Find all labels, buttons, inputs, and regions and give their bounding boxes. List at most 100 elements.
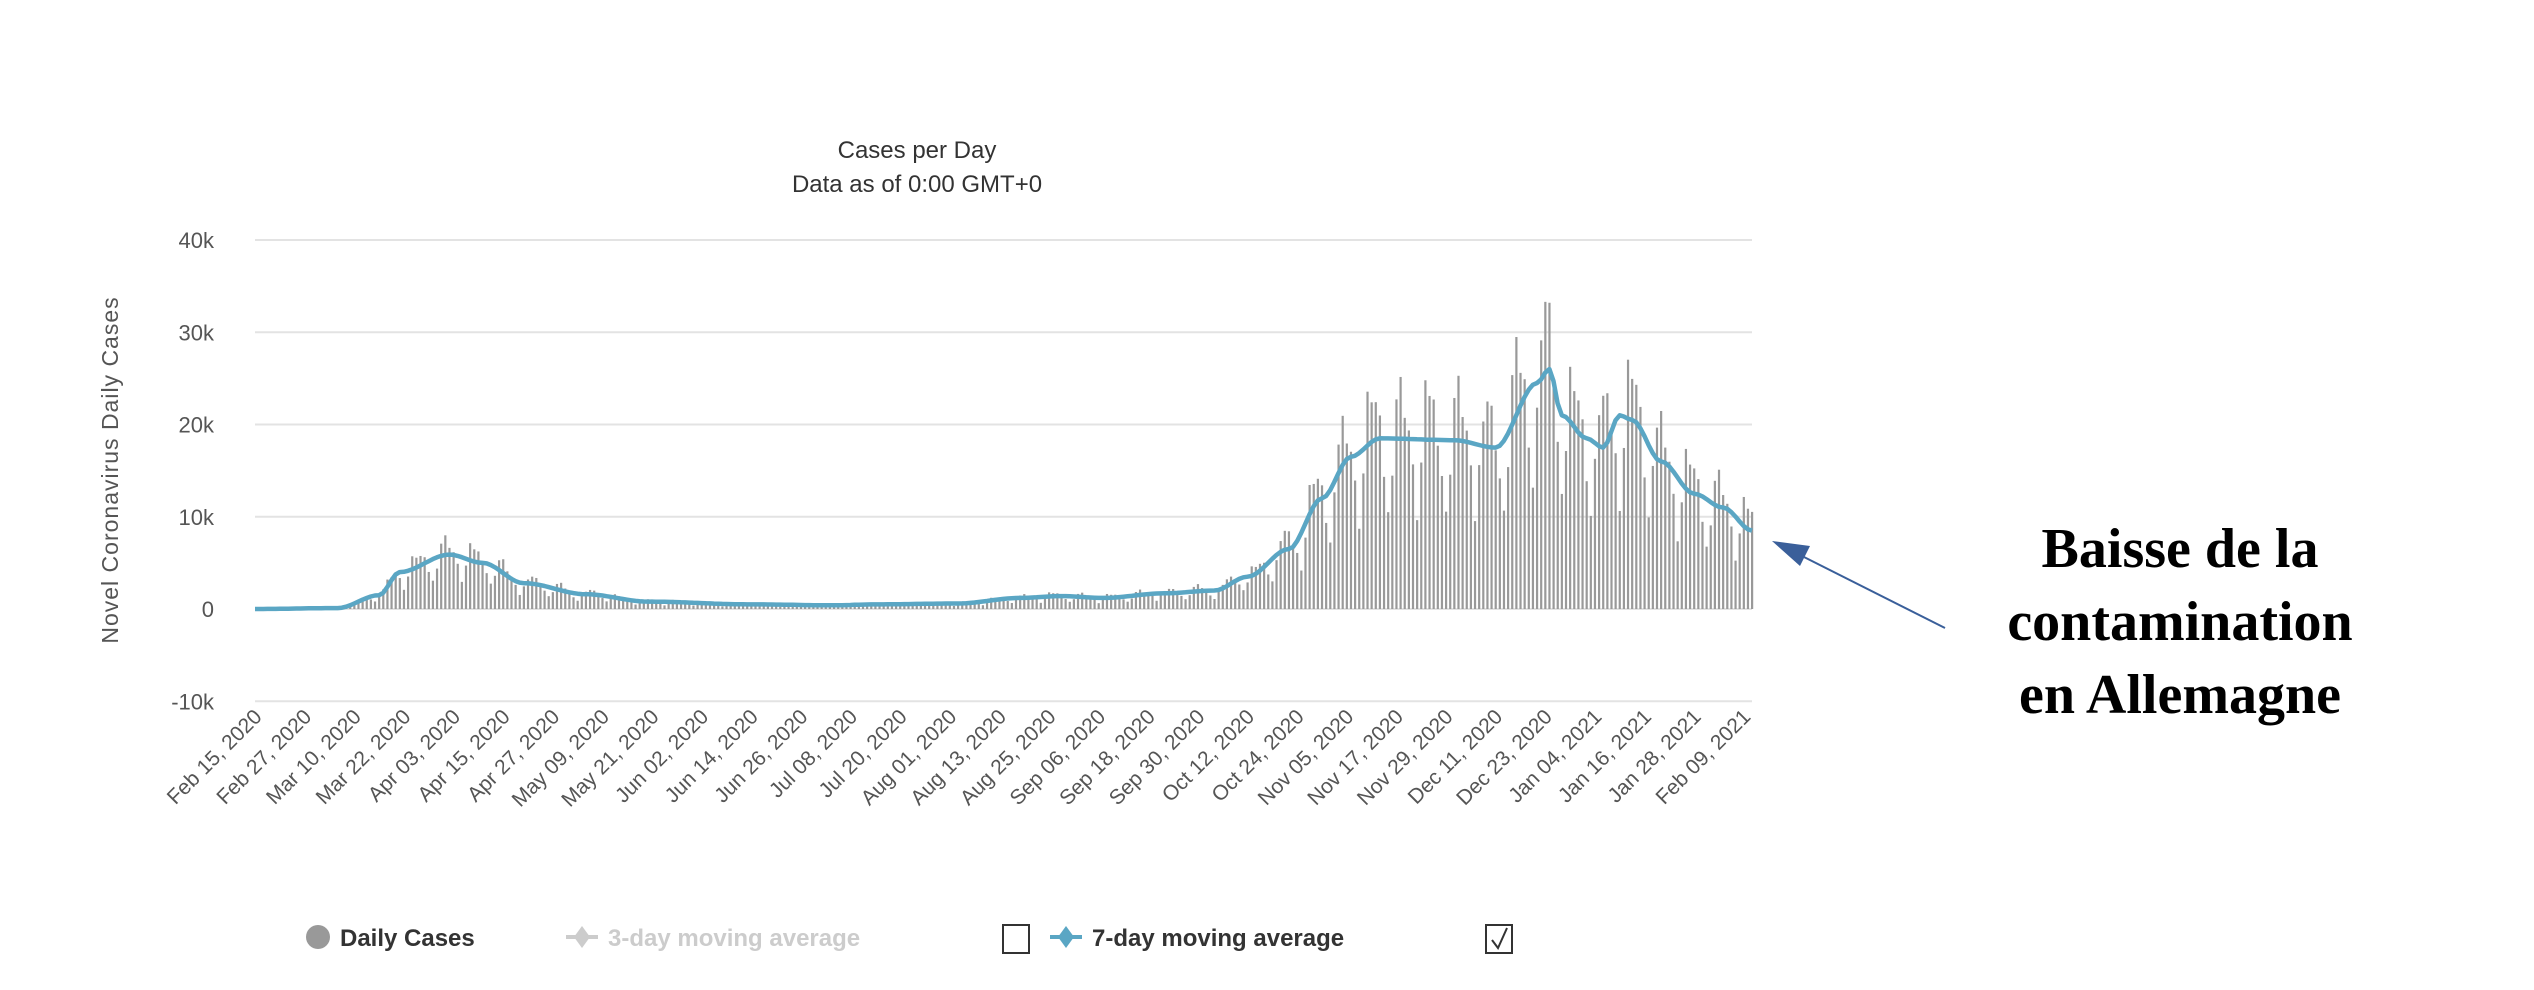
daily-cases-bar [493,575,497,609]
daily-cases-bar [1362,473,1365,609]
daily-cases-bar [1014,598,1018,609]
legend-daily-cases[interactable]: Daily Cases [306,925,475,952]
daily-cases-bar [1473,521,1477,609]
y-axis-label: Novel Coronavirus Daily Cases [97,296,123,643]
daily-cases-bar [1411,464,1415,609]
daily-cases-bar [679,600,683,609]
daily-cases-bar [696,603,699,609]
daily-cases-bar [981,605,985,609]
daily-cases-bar [402,589,406,609]
daily-cases-bar [1221,584,1224,609]
daily-cases-bar [1242,590,1245,609]
daily-cases-bar [1494,450,1497,609]
daily-cases-bar [1345,443,1348,609]
daily-cases-bar [1738,533,1741,609]
daily-cases-bar [1258,563,1262,609]
legend-label: Daily Cases [340,925,475,952]
daily-cases-bar [531,576,534,609]
daily-cases-bar [1200,588,1204,609]
daily-cases-bar [605,601,608,609]
daily-cases-bar [1643,477,1646,609]
daily-cases-bar [1089,596,1092,609]
daily-cases-bar [411,556,414,609]
daily-cases-bar [1039,602,1042,609]
daily-cases-bar [961,602,964,609]
daily-cases-bar [1684,448,1688,609]
daily-cases-bar [609,598,612,609]
daily-cases-bar [1205,589,1208,609]
daily-cases-bar [1428,395,1431,609]
daily-cases-bar [601,598,604,609]
daily-cases-bar [522,586,525,609]
daily-cases-bar [725,604,728,609]
daily-cases-bar [1626,359,1630,609]
daily-cases-bar [1333,492,1336,609]
daily-cases-bar [497,560,501,609]
daily-cases-bar [804,605,807,609]
daily-cases-bar [973,602,976,609]
daily-cases-bar [667,603,670,609]
y-tick-label: 10k [179,505,215,530]
daily-cases-bar [469,543,472,609]
daily-cases-bar [1589,515,1592,609]
daily-cases-bar [899,604,902,609]
daily-cases-bar [1436,445,1439,609]
daily-cases-bar [952,605,956,609]
daily-cases-bar [1606,393,1609,609]
daily-cases-bar [1527,447,1530,609]
checkbox-3day[interactable] [1002,924,1030,954]
daily-cases-bar [1010,602,1013,609]
daily-cases-bar [663,605,666,609]
daily-cases-bar [1250,566,1253,609]
daily-cases-bar [1498,478,1501,609]
daily-cases-bar [700,601,703,609]
daily-cases-bar [1188,595,1191,609]
daily-cases-bar [1403,417,1406,609]
daily-cases-bar [808,606,811,609]
daily-cases-bar [1697,479,1700,609]
daily-cases-bar [1138,589,1142,609]
daily-cases-bar [708,602,712,609]
daily-cases-bar [361,597,364,609]
daily-cases-bar [1134,591,1138,609]
daily-cases-bar [560,582,563,609]
daily-cases-bar [1180,595,1183,609]
daily-cases-bar [613,594,616,609]
legend-3day-average[interactable]: 3-day moving average [566,924,1030,954]
daily-cases-bar [1101,599,1104,609]
y-tick-label: 20k [179,413,215,438]
daily-cases-bar [378,596,381,609]
daily-cases-bar [1209,595,1212,609]
annotation-line: contamination [2007,591,2352,653]
daily-cases-bar [1540,340,1543,609]
daily-cases-bar [510,576,513,609]
daily-cases-bar [634,604,637,609]
daily-cases-bar [1688,464,1692,609]
daily-cases-bar [407,576,410,609]
daily-cases-bar [990,597,993,609]
daily-cases-bar [754,605,757,609]
daily-cases-bar [1316,478,1319,609]
daily-cases-bar [684,601,687,609]
checkbox-7day[interactable] [1485,924,1513,954]
daily-cases-bar [1159,595,1162,609]
daily-cases-bar [1184,599,1187,609]
legend-7day-average[interactable]: 7-day moving average [1050,924,1513,954]
y-tick-label: 40k [179,228,215,253]
daily-cases-bar [1742,496,1745,609]
daily-cases-bar [994,597,997,609]
daily-cases-bar [1511,375,1514,609]
daily-cases-bar [419,555,422,609]
daily-cases-bar [1705,546,1708,609]
daily-cases-bar [1639,406,1642,609]
daily-cases-bar [1006,601,1009,609]
daily-cases-bar [1366,391,1369,609]
daily-cases-bar [1060,594,1063,609]
daily-cases-bar [1581,419,1584,609]
daily-cases-bar [1709,525,1712,609]
daily-cases-bar [1329,542,1332,609]
daily-cases-bar [861,605,865,609]
daily-cases-bar [1556,441,1559,609]
daily-cases-bar [1560,493,1563,609]
